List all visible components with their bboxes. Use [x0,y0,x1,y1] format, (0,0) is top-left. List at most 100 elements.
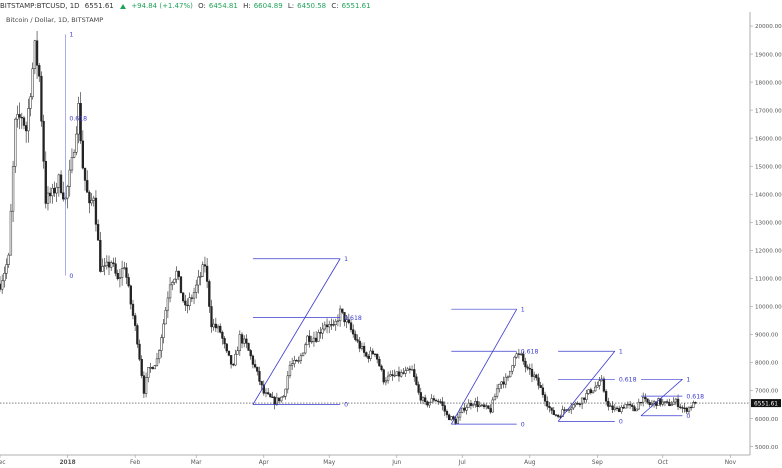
candle [631,403,634,412]
candle-body [646,398,649,403]
candle-body [386,375,390,382]
candle [203,256,207,273]
candle [173,278,176,285]
candle [136,323,139,348]
candle-body [583,397,586,400]
candle [225,343,228,353]
candle-body [683,407,686,409]
x-tick-label: Oct [658,460,669,466]
candle-body [332,324,335,326]
candle [275,392,279,406]
candle-body [561,409,564,417]
candle-body [116,273,119,280]
candle [101,258,104,272]
candle-body [423,397,427,402]
candle [321,322,324,340]
candle-body [469,402,473,406]
candle-body [343,312,346,323]
candle-body [628,403,632,406]
candle-body [229,355,233,365]
high-label: H: [243,2,251,10]
candle [234,349,237,367]
candle-body [160,337,163,351]
candle [635,408,638,412]
candle-body [602,378,606,392]
candle-body [585,393,588,400]
candle [471,402,475,408]
candle-body [29,96,32,109]
candle [400,369,403,378]
y-tick-label: 9000.00 [755,333,779,339]
candle-body [467,402,470,408]
candle-body [40,75,43,122]
candle-body [1,280,4,290]
x-tick-label: Feb [130,460,141,466]
y-tick-label: 10000.00 [755,305,782,311]
candle-body [689,406,693,409]
candle-body [354,333,357,340]
candle-body [489,408,492,413]
candle-body [201,264,204,277]
candle-body [155,358,159,366]
candle [561,405,564,417]
candle-body [107,261,111,268]
candle [639,401,643,406]
candle [430,394,433,403]
candle [352,324,355,338]
candle [384,377,388,386]
candle [367,354,370,363]
candle-body [114,263,117,274]
candle [227,350,231,357]
candle-body [83,167,87,181]
candle [314,331,318,343]
candle [493,393,497,401]
candle [205,258,209,289]
symbol-name[interactable]: BITSTAMP:BTCUSD, 1D [0,2,80,10]
candle-body [635,408,638,412]
candle [676,394,680,411]
candle-body [264,392,268,394]
candle-body [607,400,610,407]
candle-body [184,300,187,306]
candle-body [7,254,10,265]
candle-body [323,324,327,330]
candle [238,330,241,356]
candle-body [615,407,619,410]
candle-body [245,338,248,344]
candle [463,403,466,413]
symbol-header: BITSTAMP:BTCUSD, 1D 6551.61 +94.84 (+1.4… [0,0,782,12]
candle [14,117,17,173]
candle [59,170,63,195]
candle [476,396,479,412]
candle-body [556,415,560,417]
candle [216,324,220,333]
candle [110,260,113,271]
fib-retracement: 1 0.618 0 [450,306,538,428]
candle [295,359,298,362]
candle [410,365,414,371]
candle [341,308,344,315]
candle-body [195,284,198,293]
candle-body [86,180,89,193]
candle-body [314,337,318,342]
candle [332,319,335,327]
fib-level-label: 1 [69,32,73,39]
candle [441,397,444,411]
candle-body [179,276,183,294]
candle [267,387,270,395]
candle [5,258,8,279]
candle [609,403,612,407]
candle-body [415,376,418,385]
candle-body [11,166,15,212]
candle [42,114,45,169]
fib-level-label: 0 [344,402,348,409]
candle-body [362,345,366,353]
candle [306,335,309,346]
candle [552,407,555,416]
candle-body [430,398,433,403]
candle [317,329,320,342]
candle [158,349,161,364]
candle [378,356,381,367]
candle [9,203,13,256]
